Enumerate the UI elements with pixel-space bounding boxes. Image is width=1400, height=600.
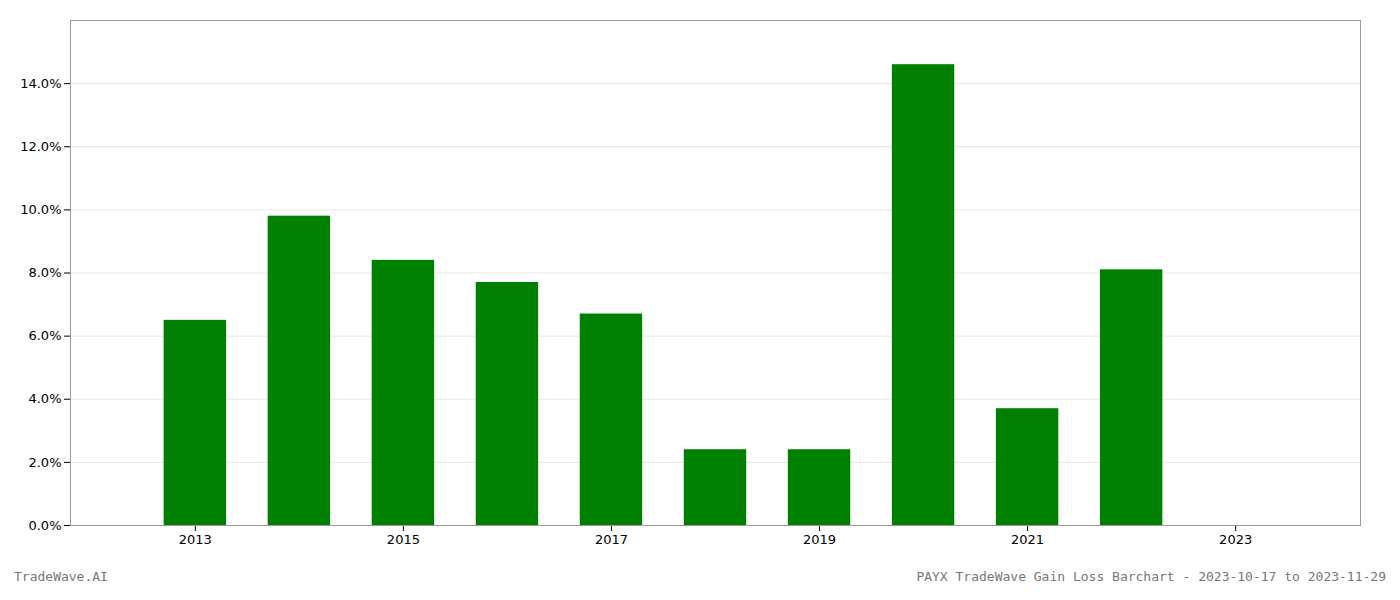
svg-text:4.0%: 4.0% [28, 391, 61, 406]
svg-text:12.0%: 12.0% [20, 139, 61, 154]
html-text:TradeWave.AI: TradeWave.AI [14, 569, 108, 584]
svg-text:2.0%: 2.0% [28, 455, 61, 470]
svg-text:6.0%: 6.0% [28, 328, 61, 343]
svg-text:2015: 2015 [387, 532, 420, 547]
svg-text:10.0%: 10.0% [20, 202, 61, 217]
svg-text:8.0%: 8.0% [28, 265, 61, 280]
svg-text:0.0%: 0.0% [28, 518, 61, 533]
svg-text:2017: 2017 [595, 532, 628, 547]
svg-text:2013: 2013 [179, 532, 212, 547]
svg-text:2023: 2023 [1219, 532, 1252, 547]
html-text:PAYX TradeWave Gain Loss Barch: PAYX TradeWave Gain Loss Barchart - 2023… [916, 569, 1386, 584]
svg-text:14.0%: 14.0% [20, 76, 61, 91]
svg-text:2019: 2019 [803, 532, 836, 547]
svg-text:2021: 2021 [1011, 532, 1044, 547]
